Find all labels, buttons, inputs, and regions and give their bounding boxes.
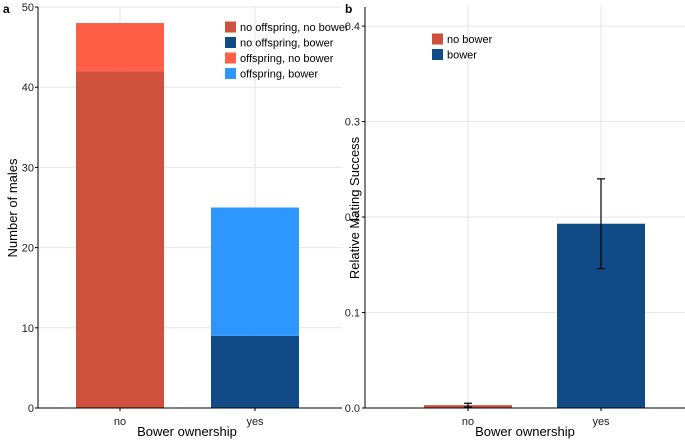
panel-b-bar-chart: b 0.00.10.20.30.4 no yes Bower ownership … xyxy=(345,2,685,439)
legend-label: no offspring, no bower xyxy=(240,22,349,34)
panel-a-y-axis-title: Number of males xyxy=(5,158,20,257)
legend-label: offspring, no bower xyxy=(240,53,334,65)
legend-label: no bower xyxy=(447,34,493,46)
panel-b-y-axis-title: Relative Mating Success xyxy=(347,136,362,279)
panel-b-x-tick-labels: no yes xyxy=(462,408,610,428)
y-tick-label: 0.4 xyxy=(345,21,360,33)
bar-no-offspring-no-bower-no xyxy=(76,71,164,408)
panel-a-y-tick-labels: 0 10 20 30 40 50 xyxy=(22,2,38,415)
x-tick-label-yes: yes xyxy=(246,416,264,428)
y-tick-label: 0.1 xyxy=(345,308,360,320)
legend-item-no-offspring-bower: no offspring, bower xyxy=(225,37,334,50)
legend-swatch xyxy=(432,33,443,45)
panel-a-bars xyxy=(76,23,299,408)
legend-swatch xyxy=(432,49,443,60)
legend-item-no-offspring-no-bower: no offspring, no bower xyxy=(225,21,349,34)
x-tick-label-no: no xyxy=(114,416,126,428)
panel-b-label: b xyxy=(345,2,352,16)
y-tick-label: 0.3 xyxy=(345,117,360,129)
y-tick-label: 0.0 xyxy=(345,403,360,415)
legend-label: no offspring, bower xyxy=(240,38,334,50)
y-tick-label: 50 xyxy=(22,2,34,14)
bar-offspring-bower-yes xyxy=(211,207,299,336)
panel-a-x-tick-labels: no yes xyxy=(114,408,264,428)
panel-b-x-axis-title: Bower ownership xyxy=(475,424,575,439)
y-tick-label: 0.2 xyxy=(345,212,360,224)
legend-swatch xyxy=(225,52,236,64)
legend-item-no-bower: no bower xyxy=(432,33,493,46)
bar-no-offspring-bower-yes xyxy=(211,335,299,408)
legend-swatch xyxy=(225,68,236,79)
x-tick-label-yes: yes xyxy=(592,416,610,428)
panel-b-error-bars xyxy=(464,178,605,408)
legend-label: offspring, bower xyxy=(240,69,318,81)
error-bar-no xyxy=(464,402,472,408)
y-tick-label: 40 xyxy=(22,82,34,94)
legend-swatch xyxy=(225,21,236,33)
panel-b-bars xyxy=(424,223,645,408)
x-tick-label-no: no xyxy=(462,416,474,428)
panel-b-y-tick-labels: 0.0 0.1 0.2 0.3 0.4 xyxy=(345,21,365,415)
legend-item-bower: bower xyxy=(432,49,477,62)
y-tick-label: 20 xyxy=(22,243,34,255)
panel-a-bar-chart: a 0 10 20 30 40 50 no yes Bower ownership Numb… xyxy=(3,2,349,439)
error-bar-yes xyxy=(597,178,605,270)
legend-label: bower xyxy=(447,50,477,62)
bar-offspring-no-bower-no xyxy=(76,23,164,72)
panel-a-label: a xyxy=(3,2,10,16)
panel-b-axes xyxy=(364,7,685,409)
panel-a-legend: no offspring, no bower no offspring, bowe… xyxy=(225,21,349,81)
panel-b-legend: no bower bower xyxy=(432,33,493,62)
legend-item-offspring-no-bower: offspring, no bower xyxy=(225,52,334,65)
panel-a-axes xyxy=(37,7,342,409)
y-tick-label: 10 xyxy=(22,323,34,335)
legend-swatch xyxy=(225,37,236,48)
y-tick-label: 30 xyxy=(22,162,34,174)
legend-item-offspring-bower: offspring, bower xyxy=(225,68,318,81)
panel-a-x-axis-title: Bower ownership xyxy=(137,424,237,439)
y-tick-label: 0 xyxy=(28,403,34,415)
